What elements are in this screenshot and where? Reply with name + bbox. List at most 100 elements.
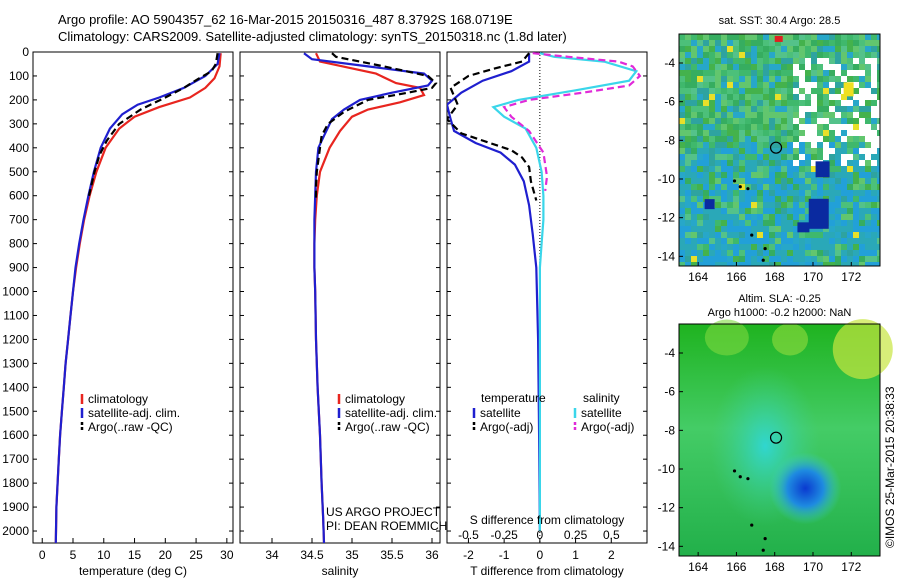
legend-title: salinity	[583, 391, 620, 405]
x-tick-label: 166	[726, 270, 746, 284]
x-tick-label: 166	[726, 560, 746, 574]
header-line-1: Argo profile: AO 5904357_62 16-Mar-2015 …	[58, 12, 513, 27]
y-tick-label: -4	[664, 346, 675, 360]
x-tick-label: 34	[265, 548, 279, 562]
y-tick-label: 600	[9, 189, 29, 203]
x-tick-label: 168	[765, 560, 785, 574]
x-tick-label: 25	[189, 548, 203, 562]
top-tick-label: 0.25	[564, 528, 588, 542]
y-tick-label: 1100	[3, 308, 29, 322]
map-title: sat. SST: 30.4 Argo: 28.5	[719, 15, 841, 27]
sla-map: 164 166 168 170 172 -4 -6 -8 -10 -12 -14 Altim. SLA…	[658, 293, 893, 574]
sla-minimum	[769, 452, 842, 525]
x-tick-label: 5	[70, 548, 77, 562]
legend-label: Argo(-adj)	[480, 420, 533, 434]
float-marker	[769, 141, 783, 154]
x-tick-label: 164	[688, 270, 708, 284]
cold-patch	[797, 222, 810, 233]
top-tick-label: 0.5	[603, 528, 620, 542]
x-tick-label: 1	[572, 548, 579, 562]
x-tick-label: 168	[765, 270, 785, 284]
sst-map: 164 166 168 170 172 -4 -6 -8 -10 -12 -14 sat. SST: …	[658, 15, 881, 284]
x-tick-label: 2	[608, 548, 615, 562]
island	[732, 179, 737, 183]
y-tick-label: 0	[22, 45, 29, 59]
y-tick-label: 1000	[2, 285, 29, 299]
series-line	[54, 53, 221, 543]
sla-high	[772, 323, 809, 356]
cold-patch	[808, 198, 829, 229]
x-tick-label: 164	[688, 560, 708, 574]
map-frame	[678, 33, 881, 267]
y-tick-label: 400	[9, 141, 29, 155]
series-line	[54, 53, 222, 543]
x-tick-label: -2	[463, 548, 474, 562]
y-tick-label: -14	[658, 249, 676, 263]
x-tick-label: -1	[499, 548, 510, 562]
y-tick-label: -8	[664, 133, 675, 147]
difference-legend: temperature salinitysatelliteArgo(-adj)sa…	[458, 391, 634, 542]
sla-high	[704, 319, 749, 356]
y-tick-label: -6	[664, 95, 675, 109]
x-tick-label: 172	[841, 270, 861, 284]
y-tick-label: -8	[664, 423, 675, 437]
difference-panel: -2 -1 0 1 2 T difference from climatology	[446, 51, 648, 578]
series-line	[313, 52, 426, 543]
y-tick-label: 2000	[2, 524, 29, 538]
float-marker	[769, 431, 783, 444]
x-tick-label: 15	[128, 548, 142, 562]
y-tick-label: -10	[658, 462, 676, 476]
island	[738, 185, 742, 189]
cold-patch	[815, 161, 830, 178]
island	[746, 477, 750, 481]
legend-label: climatology	[345, 392, 405, 406]
top-axis-label: S difference from climatology	[470, 513, 625, 527]
salinity-panel: 34 34.5 35 35.5 36 salinity	[239, 51, 441, 578]
island	[763, 537, 767, 541]
y-tick-label: 300	[9, 117, 29, 131]
top-tick-label: 0	[537, 528, 544, 542]
y-tick-label: 100	[9, 69, 29, 83]
x-tick-label: 170	[803, 560, 823, 574]
y-tick-label: -4	[664, 56, 675, 70]
x-tick-label: 20	[159, 548, 173, 562]
x-tick-label: 10	[97, 548, 111, 562]
y-tick-label: -14	[658, 539, 676, 553]
x-axis-label: T difference from climatology	[470, 564, 624, 578]
map-frame	[678, 323, 881, 557]
series-line	[447, 53, 541, 532]
island	[750, 233, 754, 237]
series-line	[303, 52, 434, 543]
legend-label: Argo(..raw -QC)	[88, 420, 173, 434]
y-tick-label: -10	[658, 172, 676, 186]
y-tick-label: -12	[658, 211, 676, 225]
y-tick-label: -6	[664, 385, 675, 399]
legend-label: satellite	[480, 406, 521, 420]
y-tick-label: 1400	[2, 380, 29, 394]
x-tick-label: 35	[345, 548, 359, 562]
plot-frame	[32, 51, 234, 544]
top-tick-label: -0.25	[490, 528, 518, 542]
island	[761, 548, 765, 552]
y-tick-label: 800	[9, 237, 29, 251]
warm-patch	[774, 35, 783, 42]
plot-frame	[239, 51, 441, 544]
map-panels: 164 166 168 170 172 -4 -6 -8 -10 -12 -14 sat. SST: …	[658, 15, 893, 574]
plot-frame	[446, 51, 648, 544]
y-tick-label: 1500	[2, 404, 29, 418]
legend-label: Argo(-adj)	[581, 420, 634, 434]
y-tick-label: 1200	[2, 332, 29, 346]
legend-label: Argo(..raw -QC)	[345, 420, 430, 434]
y-tick-label: 1600	[2, 428, 29, 442]
island	[732, 469, 737, 473]
series-line	[502, 52, 642, 192]
credit-text: ©IMOS 25-Mar-2015 20:38:33	[883, 386, 897, 548]
x-axis-label: temperature (deg C)	[79, 564, 187, 578]
island	[763, 247, 767, 251]
warm-patch	[843, 82, 854, 97]
y-tick-label: -12	[658, 501, 676, 515]
project-line-2: PI: DEAN ROEMMICH	[326, 519, 447, 533]
x-tick-label: 172	[841, 560, 861, 574]
